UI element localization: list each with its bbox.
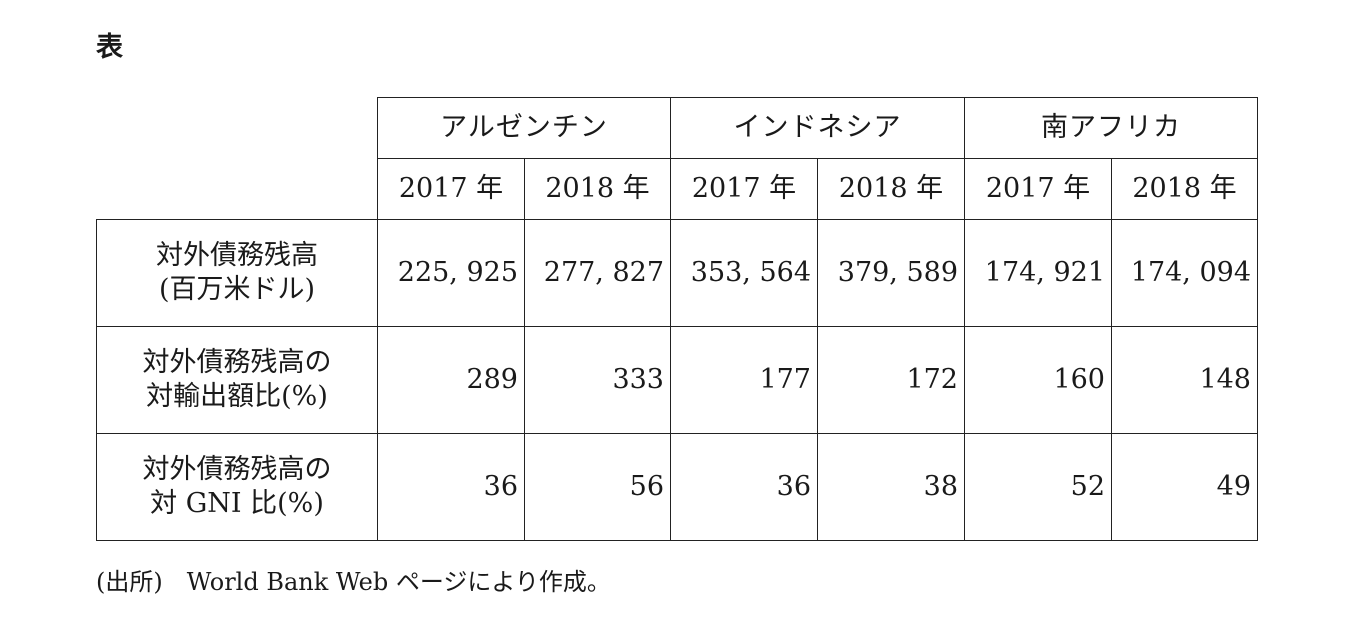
row-header-line1: 対外債務残高の (142, 454, 332, 486)
table-row: 対外債務残高 (百万米ドル) 225, 925 277, 827 353, 56… (96, 219, 1258, 327)
table-cell: 36 (670, 433, 818, 541)
table-cell: 148 (1111, 326, 1258, 434)
country-header-row: アルゼンチン インドネシア 南アフリカ (96, 97, 1258, 220)
country-header-argentina: アルゼンチン (377, 97, 671, 159)
external-debt-table: アルゼンチン インドネシア 南アフリカ 2017 年 2018 年 2017 年… (96, 97, 1258, 541)
row-header-line1: 対外債務残高の (142, 347, 332, 379)
year-header: 2018 年 (817, 158, 965, 220)
table-cell: 38 (817, 433, 965, 541)
source-note: (出所) World Bank Web ページにより作成。 (96, 568, 611, 596)
table-cell: 225, 925 (377, 219, 525, 327)
table-cell: 289 (377, 326, 525, 434)
row-header-line2: 対輸出額比(%) (146, 381, 328, 412)
table-cell: 174, 094 (1111, 219, 1258, 327)
table-cell: 333 (524, 326, 671, 434)
table-cell: 49 (1111, 433, 1258, 541)
table-cell: 160 (964, 326, 1112, 434)
row-header: 対外債務残高の 対輸出額比(%) (96, 326, 378, 434)
table-cell: 172 (817, 326, 965, 434)
corner-cell (96, 97, 378, 220)
year-header: 2017 年 (964, 158, 1112, 220)
year-header: 2017 年 (670, 158, 818, 220)
table-title: 表 (96, 32, 123, 63)
table-cell: 52 (964, 433, 1112, 541)
table-cell: 277, 827 (524, 219, 671, 327)
row-header: 対外債務残高 (百万米ドル) (96, 219, 378, 327)
table-cell: 177 (670, 326, 818, 434)
row-header: 対外債務残高の 対 GNI 比(%) (96, 433, 378, 541)
row-header-line2: (百万米ドル) (158, 274, 316, 305)
row-header-line2: 対 GNI 比(%) (150, 488, 324, 519)
year-header: 2018 年 (1111, 158, 1258, 220)
table-cell: 379, 589 (817, 219, 965, 327)
country-header-south-africa: 南アフリカ (964, 97, 1258, 159)
table-row: 対外債務残高の 対 GNI 比(%) 36 56 36 38 52 49 (96, 433, 1258, 541)
table-row: 対外債務残高の 対輸出額比(%) 289 333 177 172 160 148 (96, 326, 1258, 434)
table-cell: 36 (377, 433, 525, 541)
year-header: 2017 年 (377, 158, 525, 220)
year-header: 2018 年 (524, 158, 671, 220)
table-cell: 56 (524, 433, 671, 541)
row-header-line1: 対外債務残高 (156, 240, 318, 272)
table-cell: 353, 564 (670, 219, 818, 327)
country-header-indonesia: インドネシア (670, 97, 965, 159)
table-cell: 174, 921 (964, 219, 1112, 327)
